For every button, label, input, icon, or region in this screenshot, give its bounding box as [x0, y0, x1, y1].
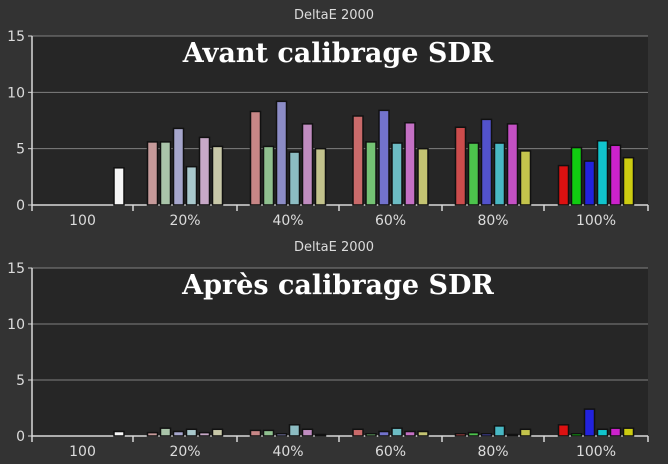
bar: [404, 122, 416, 206]
y-tick-label: 5: [16, 142, 25, 158]
plot-area: [32, 268, 648, 436]
bar: [301, 123, 314, 206]
x-category-label: 40%: [272, 444, 303, 460]
bar: [146, 431, 159, 437]
y-tick-label: 5: [16, 373, 25, 389]
chart-title: DeltaE 2000: [294, 8, 374, 23]
bar: [467, 431, 480, 437]
bar: [506, 123, 519, 206]
bar: [352, 115, 364, 206]
overlay-title: Avant calibrage SDR: [182, 38, 494, 69]
bar: [378, 430, 390, 437]
bar: [113, 430, 125, 437]
y-tick-label: 15: [7, 261, 25, 277]
bar: [352, 428, 364, 437]
bar: [519, 428, 532, 437]
x-category-label: 20%: [169, 444, 200, 460]
bar: [211, 428, 224, 437]
bar: [609, 427, 622, 437]
bar: [314, 433, 327, 437]
bar: [275, 100, 288, 206]
bar: [404, 430, 416, 437]
x-category-label: 40%: [272, 213, 303, 229]
bar: [198, 431, 211, 437]
bar: [417, 430, 429, 437]
bar: [262, 429, 275, 437]
bar: [185, 165, 198, 206]
bar: [211, 145, 224, 206]
bar: [249, 110, 262, 206]
y-tick-label: 0: [16, 429, 25, 445]
bar: [391, 427, 403, 437]
bar: [146, 141, 159, 206]
bar: [622, 427, 635, 437]
bar: [557, 424, 570, 437]
bar: [249, 429, 262, 437]
bar: [185, 428, 198, 437]
bar: [454, 126, 467, 206]
overlay-title: Après calibrage SDR: [181, 270, 494, 301]
bar: [506, 433, 519, 437]
bar: [365, 433, 377, 437]
bar: [198, 136, 211, 206]
bar: [583, 160, 596, 206]
bar: [172, 127, 185, 206]
bar: [519, 150, 532, 206]
y-tick-label: 10: [7, 317, 25, 333]
x-category-label: 100: [69, 213, 96, 229]
chart-title: DeltaE 2000: [294, 240, 374, 255]
y-tick-label: 10: [7, 85, 25, 101]
x-category-label: 100%: [576, 213, 616, 229]
bar: [557, 164, 570, 206]
bar: [314, 147, 327, 206]
bar: [365, 141, 377, 206]
bar: [596, 428, 609, 437]
bar: [622, 156, 635, 206]
x-category-label: 20%: [169, 213, 200, 229]
x-category-label: 80%: [477, 444, 508, 460]
bar: [262, 145, 275, 206]
x-category-label: 100: [69, 444, 96, 460]
x-category-label: 60%: [375, 444, 406, 460]
bar: [493, 425, 506, 437]
x-category-label: 60%: [375, 213, 406, 229]
bar: [467, 142, 480, 206]
bar: [493, 142, 506, 206]
bar: [417, 147, 429, 206]
bar: [301, 428, 314, 437]
bar: [609, 144, 622, 206]
bar: [480, 118, 493, 206]
bar: [159, 427, 172, 437]
bar: [480, 433, 493, 437]
bar: [454, 433, 467, 437]
chart-panel-1: DeltaE 2000 0 5 10 15 100 20% 40% 60% 80% 100% Avan…: [7, 8, 649, 229]
bar: [159, 141, 172, 206]
bar: [288, 151, 301, 206]
bar: [583, 408, 596, 437]
x-category-label: 100%: [576, 444, 616, 460]
y-tick-label: 0: [16, 198, 25, 214]
bar: [378, 109, 390, 206]
bar: [275, 433, 288, 437]
bar: [570, 433, 583, 437]
bar: [288, 424, 301, 437]
y-tick-label: 15: [7, 29, 25, 45]
bar: [391, 142, 403, 206]
bar: [570, 146, 583, 206]
plot-area: [32, 36, 648, 205]
bar: [172, 430, 185, 437]
bar: [596, 140, 609, 206]
bar: [113, 167, 125, 206]
x-category-label: 80%: [477, 213, 508, 229]
chart-panel-2: DeltaE 2000 0 5 10 15 100 20% 40% 60% 80% 100% Aprè…: [7, 240, 649, 460]
